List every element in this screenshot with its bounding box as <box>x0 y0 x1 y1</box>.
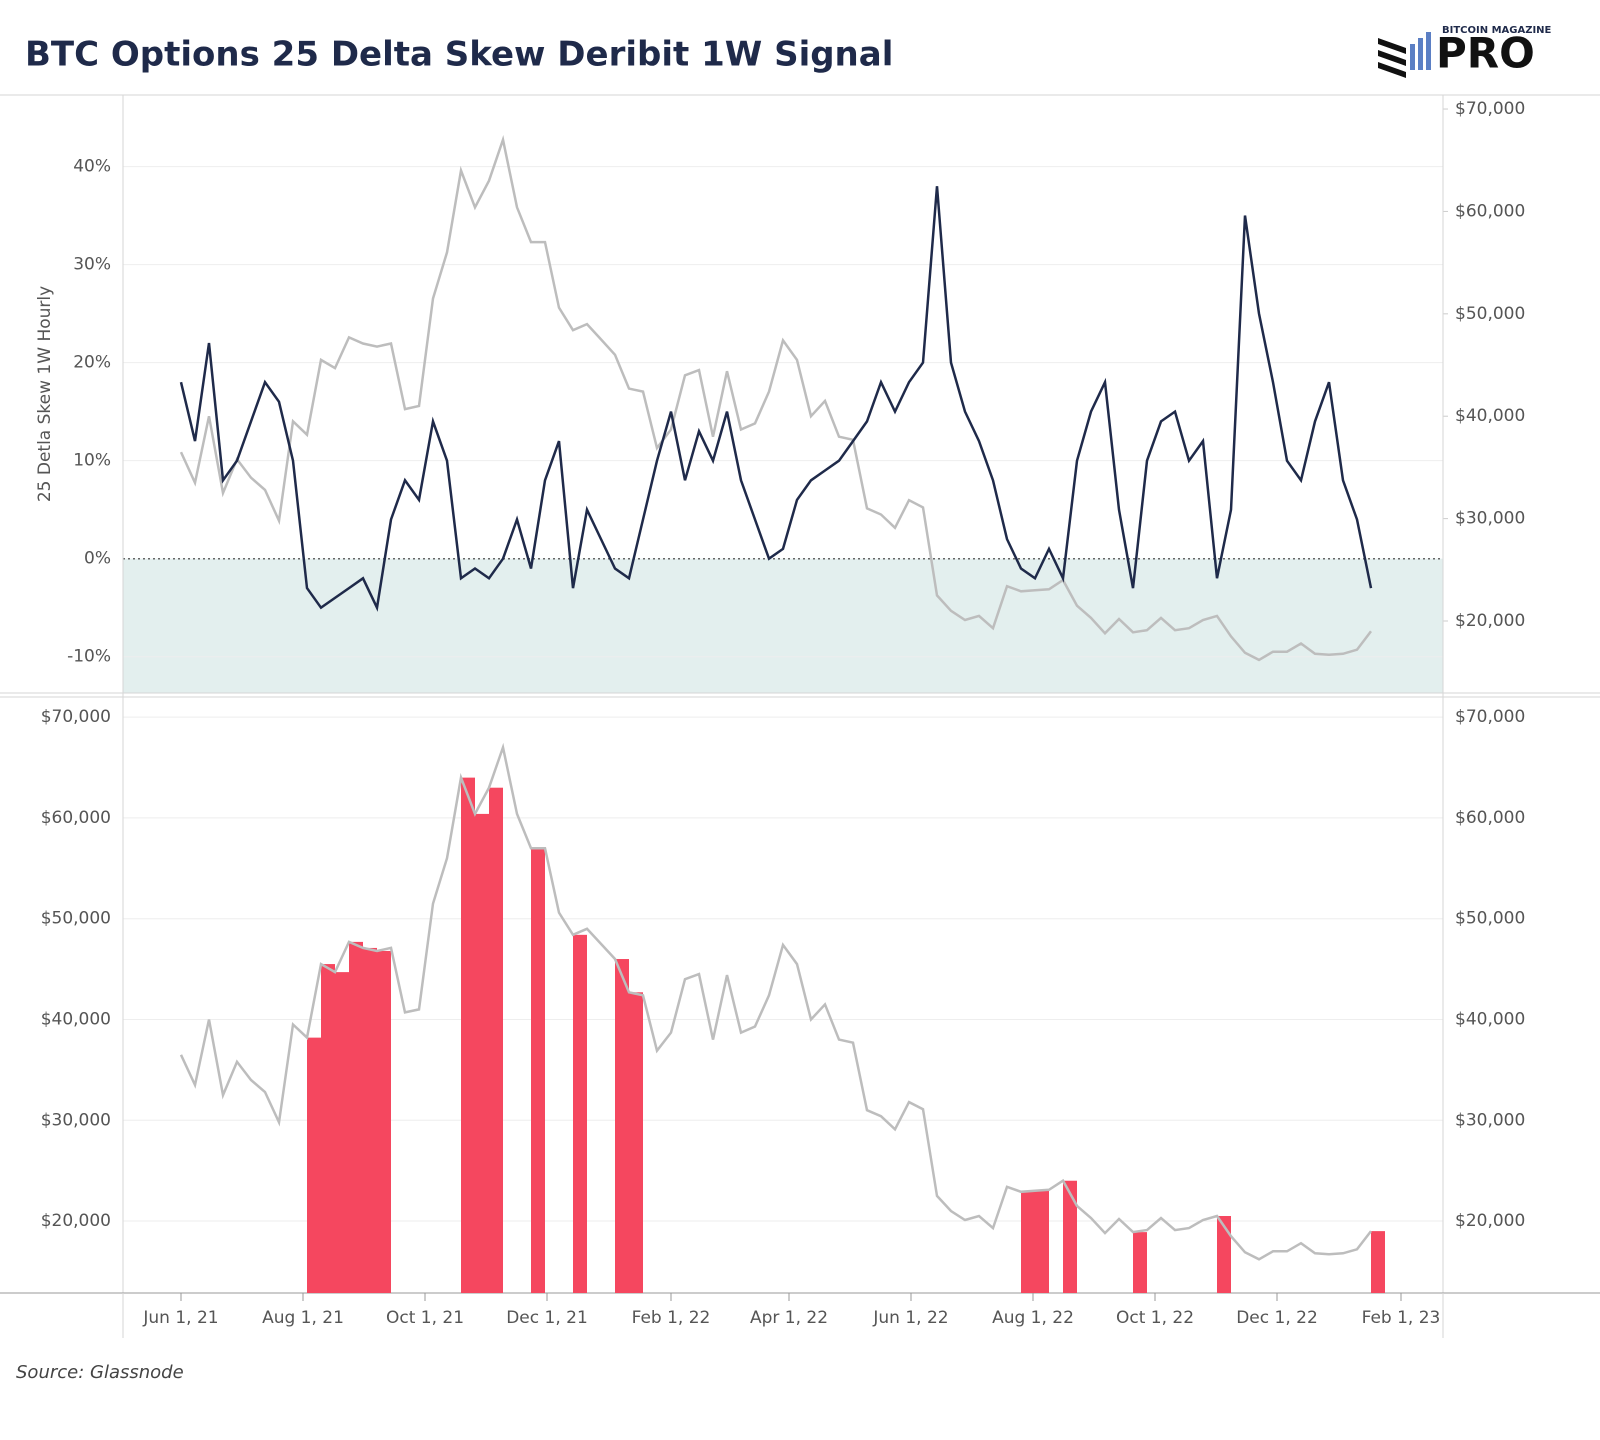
y2-tick-label: $70,000 <box>1455 707 1525 727</box>
source: Source: Glassnode <box>16 1362 184 1383</box>
y2-tick-label: $70,000 <box>1455 99 1525 119</box>
signal-bar <box>489 787 503 1293</box>
y-tick-label: -10% <box>67 647 111 667</box>
signal-bar <box>531 848 545 1293</box>
x-tick-label: Jun 1, 22 <box>872 1308 948 1328</box>
price-line <box>179 134 1372 662</box>
y2-tick-label: $20,000 <box>1455 611 1525 631</box>
y2-tick-label: $40,000 <box>1455 406 1525 426</box>
x-tick-label: Feb 1, 22 <box>632 1308 711 1328</box>
y2-tick-label: $20,000 <box>1455 1211 1525 1231</box>
signal-bar <box>363 947 377 1293</box>
signal-bar <box>1021 1191 1035 1293</box>
signal-bar <box>321 964 335 1293</box>
signal-bar <box>1371 1231 1385 1293</box>
chart-title: BTC Options 25 Delta Skew Deribit 1W Sig… <box>25 35 893 75</box>
signal-bar <box>1217 1216 1231 1293</box>
y2-tick-label: $50,000 <box>1455 909 1525 929</box>
signal-bar <box>461 777 475 1293</box>
x-tick-label: Dec 1, 22 <box>1236 1308 1318 1328</box>
logo: BITCOIN MAGAZINE PRO <box>1378 25 1552 78</box>
signal-bar <box>629 992 643 1293</box>
price-line <box>179 742 1372 1261</box>
y2-tick-label: $40,000 <box>1455 1009 1525 1029</box>
signal-bar <box>335 972 349 1293</box>
logo-mark <box>1426 32 1431 70</box>
logo-mark <box>1378 38 1406 78</box>
y2-tick-label: $30,000 <box>1455 1110 1525 1130</box>
y-tick-label: 10% <box>73 451 111 471</box>
y2-tick-label: $30,000 <box>1455 509 1525 529</box>
y-tick-label: 40% <box>73 157 111 177</box>
y-tick-label: $50,000 <box>41 909 111 929</box>
x-tick-label: Aug 1, 22 <box>992 1308 1074 1328</box>
y-tick-label: 30% <box>73 255 111 275</box>
y2-tick-label: $60,000 <box>1455 201 1525 221</box>
x-tick-label: Oct 1, 22 <box>1116 1308 1194 1328</box>
x-tick-label: Oct 1, 21 <box>386 1308 464 1328</box>
y-tick-label: $60,000 <box>41 808 111 828</box>
signal-bar <box>475 813 489 1293</box>
y2-tick-label: $50,000 <box>1455 304 1525 324</box>
logo-mark <box>1418 38 1423 70</box>
signal-bar <box>377 950 391 1293</box>
x-tick-label: Aug 1, 21 <box>262 1308 344 1328</box>
y-tick-label: $70,000 <box>41 707 111 727</box>
x-tick-label: Dec 1, 21 <box>506 1308 588 1328</box>
signal-bar <box>573 934 587 1293</box>
y-tick-label: $30,000 <box>41 1110 111 1130</box>
signal-bar <box>307 1037 321 1293</box>
logo-big: PRO <box>1436 29 1535 78</box>
logo-mark <box>1410 44 1415 70</box>
negative-region <box>123 558 1443 693</box>
signal-bar <box>1063 1180 1077 1293</box>
y-axis-label: 25 Detla Skew 1W Hourly <box>35 286 55 502</box>
y2-tick-label: $60,000 <box>1455 808 1525 828</box>
y-tick-label: 20% <box>73 353 111 373</box>
x-tick-label: Feb 1, 23 <box>1362 1308 1441 1328</box>
signal-bar <box>615 959 629 1293</box>
y-tick-label: 0% <box>84 549 111 569</box>
y-tick-label: $40,000 <box>41 1009 111 1029</box>
x-tick-label: Jun 1, 21 <box>142 1308 218 1328</box>
signal-bar <box>1133 1232 1147 1293</box>
x-tick-label: Apr 1, 22 <box>750 1308 828 1328</box>
skew-line <box>179 186 1373 612</box>
logo-small: BITCOIN MAGAZINE <box>1442 25 1552 36</box>
signal-bar <box>1035 1190 1049 1293</box>
signal-bar <box>349 941 363 1293</box>
y-tick-label: $20,000 <box>41 1211 111 1231</box>
